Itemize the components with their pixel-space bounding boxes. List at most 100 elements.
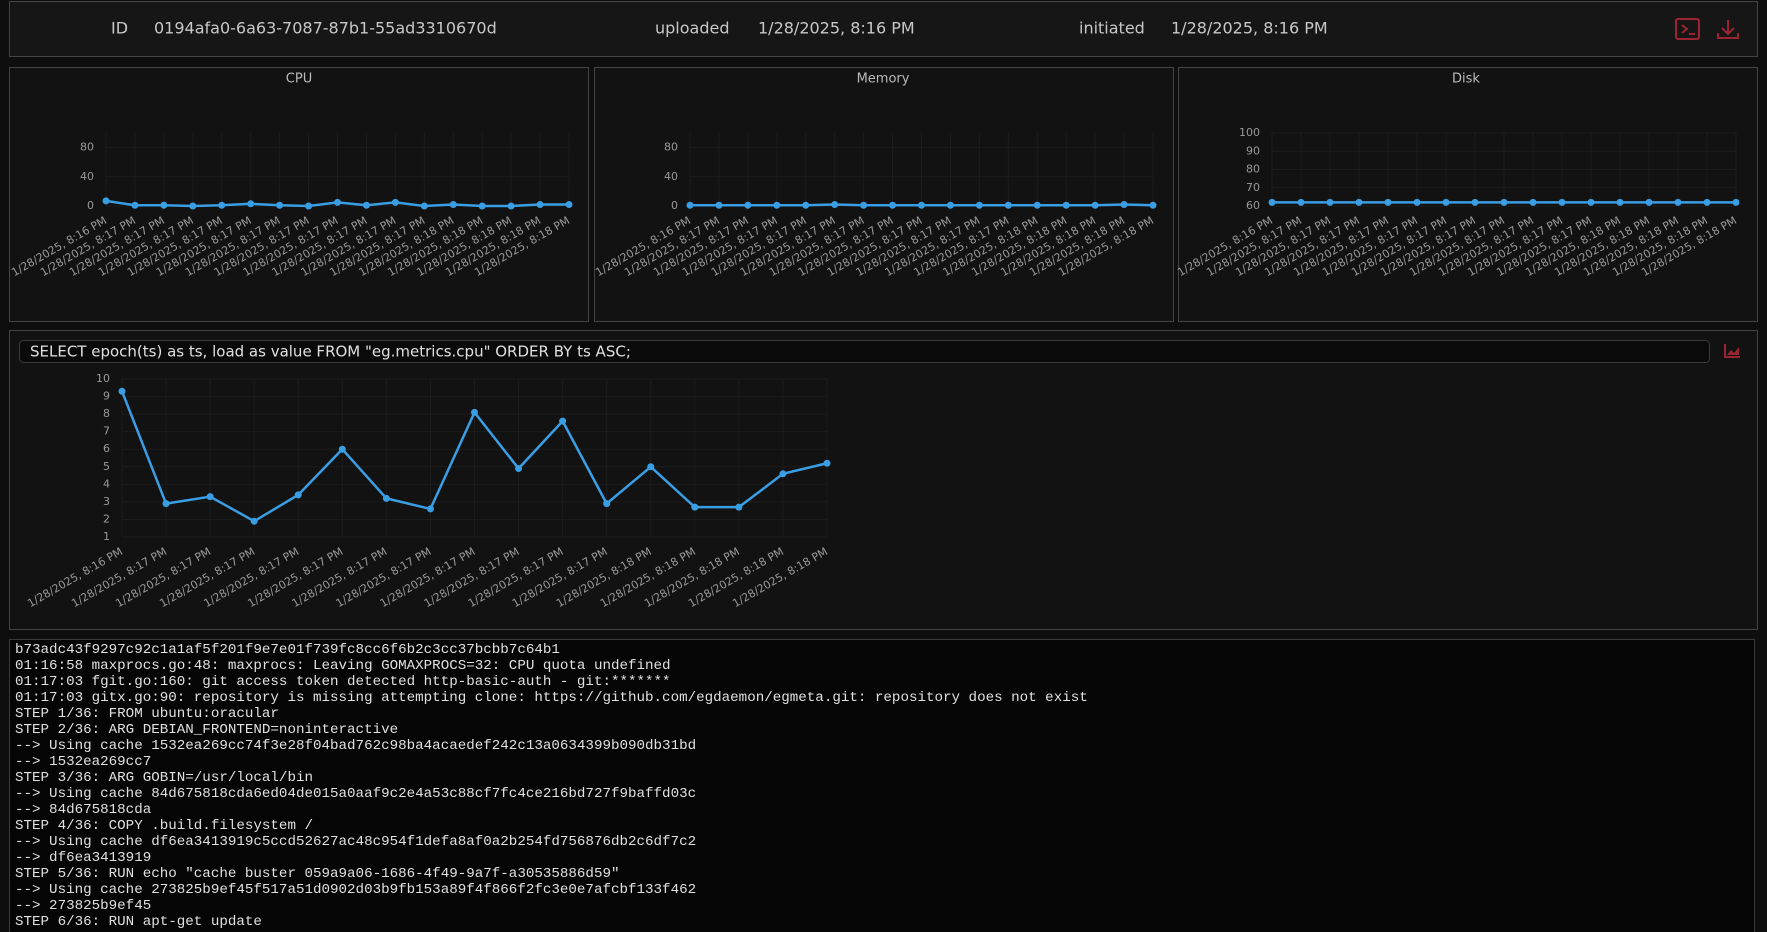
point: [691, 503, 699, 511]
log-line: 01:16:58 maxprocs.go:48: maxprocs: Leavi…: [15, 658, 671, 674]
log-line: --> 1532ea269cc7: [15, 754, 152, 770]
point: [1268, 198, 1276, 206]
point: [1442, 198, 1450, 206]
log-line: --> 273825b9ef45: [15, 898, 152, 914]
point: [391, 198, 399, 206]
point: [773, 201, 781, 209]
point: [1558, 198, 1566, 206]
id-value: 0194afa0-6a63-7087-87b1-55ad3310670d: [154, 19, 497, 38]
log-output: b73adc43f9297c92c1a1af5f201f9e7e01f739fc…: [9, 639, 1755, 932]
log-line: --> Using cache 84d675818cda6ed04de015a0…: [15, 786, 697, 802]
initiated-value: 1/28/2025, 8:16 PM: [1171, 19, 1328, 38]
log-line: STEP 2/36: ARG DEBIAN_FRONTEND=nonintera…: [15, 722, 399, 738]
point: [860, 201, 868, 209]
y-tick-label: 0: [671, 199, 678, 212]
point: [715, 201, 723, 209]
point: [1384, 198, 1392, 206]
point: [478, 202, 486, 210]
point: [131, 201, 139, 209]
y-tick-label: 90: [1246, 144, 1260, 157]
log-line: 01:17:03 fgit.go:160: git access token d…: [15, 674, 671, 690]
log-line: --> Using cache 273825b9ef45f517a51d0902…: [15, 882, 697, 898]
point: [1587, 198, 1595, 206]
log-line: STEP 3/36: ARG GOBIN=/usr/local/bin: [15, 770, 313, 786]
point: [247, 200, 255, 208]
point: [1616, 198, 1624, 206]
y-tick-label: 100: [1239, 126, 1260, 139]
y-tick-label: 4: [103, 477, 110, 490]
point: [946, 201, 954, 209]
point: [334, 198, 341, 206]
y-tick-label: 9: [103, 390, 110, 403]
y-tick-label: 80: [80, 141, 94, 154]
point: [1500, 198, 1508, 206]
panel: [9, 67, 589, 322]
panel: [594, 67, 1174, 322]
point: [918, 201, 925, 209]
initiated-label: initiated: [1079, 19, 1145, 38]
chart-title: Disk: [1452, 72, 1480, 87]
query-input[interactable]: [19, 340, 1710, 363]
point: [250, 517, 258, 525]
log-line: 01:17:03 gitx.go:90: repository is missi…: [15, 690, 1088, 706]
point: [565, 201, 573, 209]
log-line: STEP 4/36: COPY .build.filesystem /: [15, 818, 313, 834]
point: [802, 201, 810, 209]
chart-icon[interactable]: [1724, 344, 1740, 358]
point: [1091, 201, 1099, 209]
log-line: STEP 1/36: FROM ubuntu:oracular: [15, 706, 279, 722]
y-tick-label: 7: [103, 425, 110, 438]
point: [426, 505, 434, 513]
point: [1062, 201, 1070, 209]
point: [647, 463, 655, 471]
point: [382, 494, 390, 502]
point: [420, 202, 428, 210]
log-line: --> Using cache df6ea3413919c5ccd52627ac…: [15, 834, 697, 850]
point: [102, 197, 110, 205]
download-icon[interactable]: [1717, 20, 1739, 39]
log-line: --> df6ea3413919: [15, 850, 152, 866]
point: [218, 201, 226, 209]
chart-title: CPU: [286, 72, 312, 87]
y-tick-label: 60: [1246, 199, 1260, 212]
point: [206, 493, 214, 501]
point: [1471, 198, 1479, 206]
point: [162, 500, 170, 508]
terminal-icon[interactable]: [1675, 18, 1700, 40]
header-bar: [9, 1, 1758, 57]
point: [276, 201, 284, 209]
point: [1004, 201, 1012, 209]
point: [536, 201, 544, 209]
point: [831, 201, 839, 209]
y-tick-label: 1: [103, 530, 110, 543]
point: [1149, 201, 1157, 209]
point: [559, 417, 567, 425]
y-tick-label: 80: [1246, 163, 1260, 176]
point: [889, 201, 897, 209]
chart-title: Memory: [857, 72, 910, 87]
log-line: STEP 5/36: RUN echo "cache buster 059a9a…: [15, 866, 620, 882]
y-tick-label: 2: [103, 512, 110, 525]
point: [1355, 198, 1363, 206]
query-text: SELECT epoch(ts) as ts, load as value FR…: [30, 343, 631, 361]
point: [1120, 201, 1128, 209]
point: [1645, 198, 1653, 206]
point: [362, 201, 370, 209]
log-line: STEP 6/36: RUN apt-get update: [15, 914, 262, 930]
point: [449, 201, 457, 209]
panel: [1178, 67, 1758, 322]
y-tick-label: 5: [103, 460, 110, 473]
point: [515, 465, 523, 473]
y-tick-label: 40: [80, 170, 94, 183]
point: [1326, 198, 1334, 206]
point: [1297, 198, 1305, 206]
id-label: ID: [111, 19, 128, 38]
log-line: --> Using cache 1532ea269cc74f3e28f04bad…: [15, 738, 697, 754]
y-tick-label: 3: [103, 495, 110, 508]
y-tick-label: 40: [664, 170, 678, 183]
point: [686, 201, 694, 209]
y-tick-label: 6: [103, 442, 110, 455]
point: [823, 459, 831, 467]
point: [1413, 198, 1421, 206]
